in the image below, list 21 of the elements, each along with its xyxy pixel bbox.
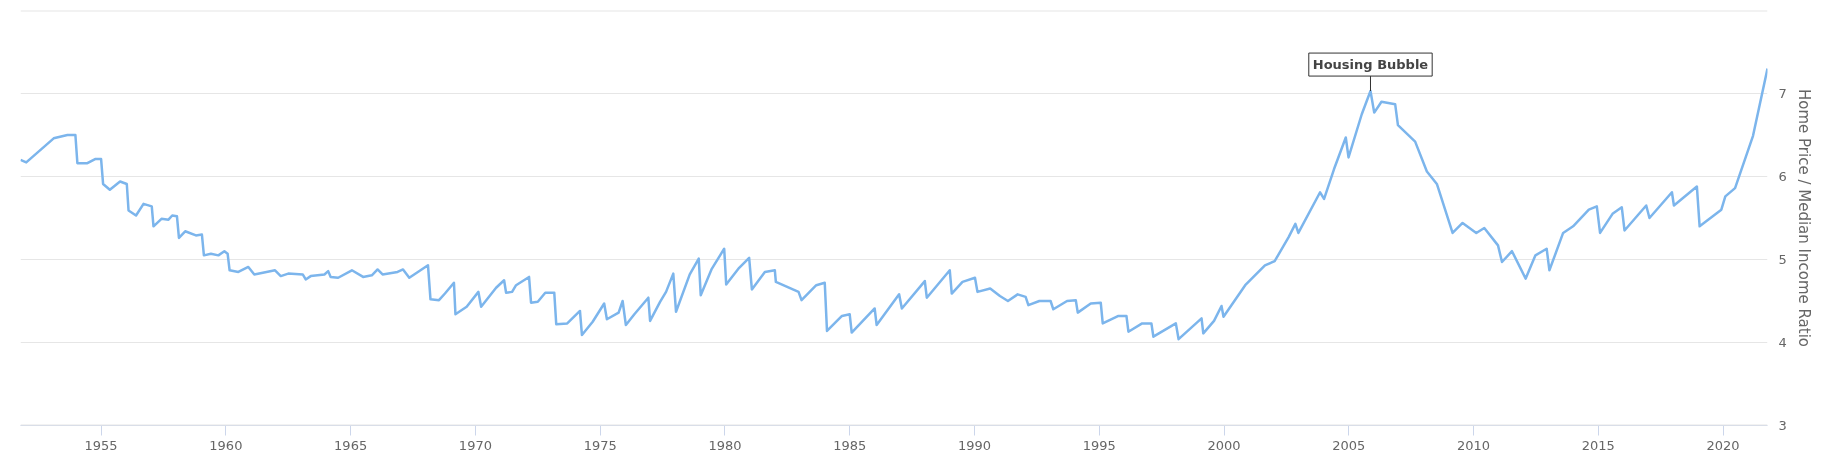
x-tick-label: 2010	[1457, 437, 1491, 453]
y-tick-label: 5	[1778, 252, 1787, 267]
annotation: Housing Bubble	[1312, 57, 1429, 73]
x-tick-label: 1995	[1082, 437, 1116, 453]
y-tick-label: 7	[1778, 86, 1787, 101]
x-tick-label: 1970	[458, 437, 492, 453]
x-tick-label: 2000	[1207, 437, 1241, 453]
y-tick-label: 6	[1778, 169, 1787, 184]
x-tick-label: 1990	[957, 437, 992, 453]
y-tick-label: 3	[1778, 418, 1787, 433]
x-tick-label: 2005	[1332, 437, 1366, 453]
y-tick-label: 4	[1778, 335, 1787, 350]
x-tick-label: 1955	[84, 437, 118, 453]
x-tick-label: 1975	[583, 437, 617, 453]
x-tick-label: 1980	[708, 437, 742, 453]
y-axis-title: Home Price / Median Income Ratio	[1794, 88, 1813, 348]
x-tick-label: 1960	[209, 437, 243, 453]
x-tick-label: 1985	[833, 437, 867, 453]
x-tick-label: 2020	[1706, 437, 1740, 453]
x-tick-label: 1965	[334, 437, 368, 453]
x-tick-label: 2015	[1581, 437, 1615, 453]
